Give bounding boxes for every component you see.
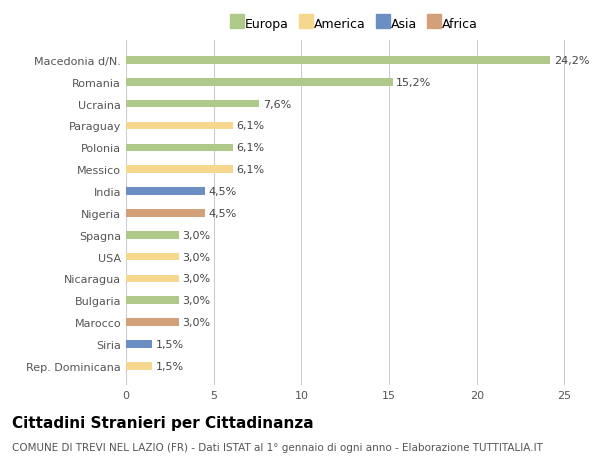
Text: 3,0%: 3,0% (182, 230, 210, 240)
Bar (126, 210, 205, 217)
Text: 6,1%: 6,1% (236, 165, 265, 175)
Bar (126, 101, 259, 108)
Legend: Europa, America, Asia, Africa: Europa, America, Asia, Africa (225, 13, 483, 36)
Text: COMUNE DI TREVI NEL LAZIO (FR) - Dati ISTAT al 1° gennaio di ogni anno - Elabora: COMUNE DI TREVI NEL LAZIO (FR) - Dati IS… (12, 442, 543, 452)
Bar (126, 319, 179, 326)
Text: 24,2%: 24,2% (554, 56, 589, 66)
Bar (126, 297, 179, 304)
Text: 15,2%: 15,2% (396, 78, 431, 88)
Bar (126, 57, 550, 65)
Text: 3,0%: 3,0% (182, 318, 210, 327)
Bar (126, 341, 152, 348)
Text: 1,5%: 1,5% (156, 361, 184, 371)
Text: 3,0%: 3,0% (182, 274, 210, 284)
Bar (126, 79, 392, 86)
Text: 3,0%: 3,0% (182, 296, 210, 306)
Text: 3,0%: 3,0% (182, 252, 210, 262)
Text: 6,1%: 6,1% (236, 143, 265, 153)
Bar (126, 275, 179, 283)
Bar (126, 166, 233, 174)
Bar (126, 362, 152, 370)
Text: 4,5%: 4,5% (208, 208, 236, 218)
Text: Cittadini Stranieri per Cittadinanza: Cittadini Stranieri per Cittadinanza (12, 415, 314, 431)
Text: 6,1%: 6,1% (236, 121, 265, 131)
Bar (126, 144, 233, 152)
Bar (126, 123, 233, 130)
Text: 4,5%: 4,5% (208, 187, 236, 196)
Bar (126, 188, 205, 196)
Text: 7,6%: 7,6% (263, 100, 291, 109)
Bar (126, 231, 179, 239)
Text: 1,5%: 1,5% (156, 339, 184, 349)
Bar (126, 253, 179, 261)
